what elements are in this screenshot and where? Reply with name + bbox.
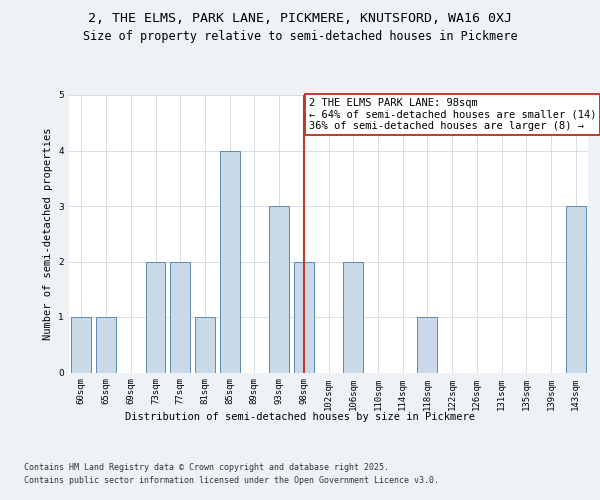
Bar [269, 206, 289, 372]
Bar [71, 317, 91, 372]
Text: Contains public sector information licensed under the Open Government Licence v3: Contains public sector information licen… [24, 476, 439, 485]
Bar [146, 262, 166, 372]
Text: Size of property relative to semi-detached houses in Pickmere: Size of property relative to semi-detach… [83, 30, 517, 43]
Bar [195, 317, 215, 372]
Bar [418, 317, 437, 372]
Bar [170, 262, 190, 372]
Bar [96, 317, 116, 372]
Y-axis label: Number of semi-detached properties: Number of semi-detached properties [43, 128, 53, 340]
Bar [343, 262, 363, 372]
Text: 2, THE ELMS, PARK LANE, PICKMERE, KNUTSFORD, WA16 0XJ: 2, THE ELMS, PARK LANE, PICKMERE, KNUTSF… [88, 12, 512, 26]
Text: 2 THE ELMS PARK LANE: 98sqm
← 64% of semi-detached houses are smaller (14)
36% o: 2 THE ELMS PARK LANE: 98sqm ← 64% of sem… [309, 98, 596, 131]
Bar [294, 262, 314, 372]
Text: Contains HM Land Registry data © Crown copyright and database right 2025.: Contains HM Land Registry data © Crown c… [24, 462, 389, 471]
Bar [566, 206, 586, 372]
Text: Distribution of semi-detached houses by size in Pickmere: Distribution of semi-detached houses by … [125, 412, 475, 422]
Bar [220, 150, 239, 372]
